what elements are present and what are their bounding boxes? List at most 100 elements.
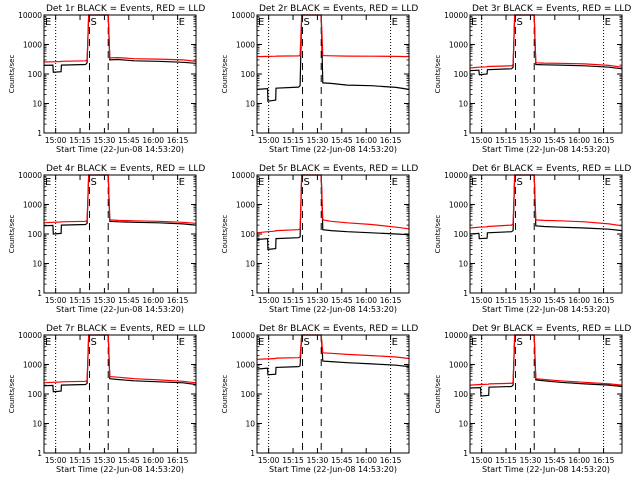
lld-series-line <box>43 334 197 384</box>
events-series-line <box>43 14 197 73</box>
detector-panel-9: Det 9r BLACK = Events, RED = LLD Counts/s… <box>434 324 631 474</box>
y-tick-label: 10000 <box>18 11 42 20</box>
x-tick-label: 16:15 <box>380 456 402 465</box>
end-marker-label: E <box>605 337 611 348</box>
plot-frame <box>43 174 197 294</box>
detector-panel-2: Det 2r BLACK = Events, RED = LLD Counts/s… <box>221 4 418 154</box>
y-tick-label: 10000 <box>231 171 255 180</box>
x-axis-label: Start Time (22-Jun-08 14:53:20) <box>56 465 184 474</box>
end-marker-label: E <box>392 17 398 28</box>
x-tick-label: 15:45 <box>544 296 566 305</box>
y-tick-label: 1 <box>37 289 42 298</box>
y-tick-label: 1000 <box>236 361 255 370</box>
x-tick-label: 15:45 <box>118 456 140 465</box>
y-tick-label: 10000 <box>18 171 42 180</box>
panel-title: Det 6r BLACK = Events, RED = LLD <box>472 164 631 174</box>
start-marker-label: E <box>45 337 51 348</box>
saa-marker-label: S <box>91 177 97 188</box>
panel-title: Det 1r BLACK = Events, RED = LLD <box>46 4 205 14</box>
start-marker-label: E <box>471 17 477 28</box>
x-axis-label: Start Time (22-Jun-08 14:53:20) <box>269 305 397 314</box>
lld-series-line <box>469 174 623 229</box>
start-marker-label: E <box>258 177 264 188</box>
x-tick-label: 15:15 <box>282 296 304 305</box>
panel-title: Det 8r BLACK = Events, RED = LLD <box>259 324 418 334</box>
x-tick-label: 15:30 <box>307 296 329 305</box>
y-tick-label: 1 <box>250 449 255 458</box>
x-tick-label: 15:00 <box>258 136 280 145</box>
saa-marker-label: S <box>91 337 97 348</box>
x-tick-label: 16:15 <box>167 456 189 465</box>
x-tick-label: 16:15 <box>593 456 615 465</box>
y-tick-label: 10 <box>32 100 42 109</box>
x-tick-label: 15:00 <box>471 136 493 145</box>
x-axis-label: Start Time (22-Jun-08 14:53:20) <box>269 465 397 474</box>
x-tick-label: 15:45 <box>544 136 566 145</box>
lld-series-line <box>43 14 197 63</box>
saa-marker-label: S <box>91 17 97 28</box>
y-tick-label: 1000 <box>449 41 468 50</box>
x-tick-label: 15:00 <box>45 456 67 465</box>
x-tick-label: 15:30 <box>94 296 116 305</box>
y-tick-label: 1000 <box>23 41 42 50</box>
y-axis-label: Counts/sec <box>434 215 442 254</box>
y-tick-label: 10 <box>32 420 42 429</box>
end-marker-label: E <box>605 17 611 28</box>
y-tick-label: 1 <box>463 289 468 298</box>
saa-marker-label: S <box>304 337 310 348</box>
y-tick-label: 100 <box>241 230 256 239</box>
plot-frame <box>256 334 410 454</box>
x-tick-label: 16:00 <box>355 296 377 305</box>
y-tick-label: 1 <box>250 289 255 298</box>
x-tick-label: 15:00 <box>258 456 280 465</box>
detector-panel-6: Det 6r BLACK = Events, RED = LLD Counts/s… <box>434 164 631 314</box>
events-series-line <box>43 334 197 393</box>
detector-panel-7: Det 7r BLACK = Events, RED = LLD Counts/s… <box>8 324 205 474</box>
start-marker-label: E <box>471 177 477 188</box>
y-tick-label: 10000 <box>231 11 255 20</box>
start-marker-label: E <box>258 337 264 348</box>
y-axis-label: Counts/sec <box>221 215 229 254</box>
y-axis-label: Counts/sec <box>434 375 442 414</box>
x-tick-label: 15:15 <box>282 136 304 145</box>
panel-title: Det 2r BLACK = Events, RED = LLD <box>259 4 418 14</box>
x-tick-label: 15:45 <box>118 296 140 305</box>
x-tick-label: 15:30 <box>520 296 542 305</box>
plot-frame <box>469 334 623 454</box>
detector-panel-5: Det 5r BLACK = Events, RED = LLD Counts/s… <box>221 164 418 314</box>
saa-marker-label: S <box>517 337 523 348</box>
x-tick-label: 15:15 <box>69 456 91 465</box>
x-tick-label: 15:30 <box>94 136 116 145</box>
panel-title: Det 4r BLACK = Events, RED = LLD <box>46 164 205 174</box>
y-tick-label: 100 <box>241 390 256 399</box>
x-tick-label: 15:15 <box>69 296 91 305</box>
x-axis-label: Start Time (22-Jun-08 14:53:20) <box>56 305 184 314</box>
y-tick-label: 1000 <box>449 361 468 370</box>
x-tick-label: 16:00 <box>568 136 590 145</box>
x-tick-label: 16:15 <box>593 136 615 145</box>
x-tick-label: 16:00 <box>142 136 164 145</box>
end-marker-label: E <box>179 17 185 28</box>
y-tick-label: 1000 <box>236 41 255 50</box>
y-tick-label: 100 <box>241 70 256 79</box>
events-series-line <box>43 174 197 235</box>
saa-marker-label: S <box>304 177 310 188</box>
y-tick-label: 1000 <box>236 201 255 210</box>
lld-series-line <box>469 14 623 69</box>
y-tick-label: 100 <box>28 70 43 79</box>
y-tick-label: 1 <box>463 449 468 458</box>
x-axis-label: Start Time (22-Jun-08 14:53:20) <box>269 145 397 154</box>
x-tick-label: 15:45 <box>118 136 140 145</box>
y-tick-label: 10000 <box>231 331 255 340</box>
y-tick-label: 10 <box>245 260 255 269</box>
x-tick-label: 15:30 <box>307 136 329 145</box>
x-axis-label: Start Time (22-Jun-08 14:53:20) <box>482 305 610 314</box>
panel-title: Det 3r BLACK = Events, RED = LLD <box>472 4 631 14</box>
y-tick-label: 10000 <box>444 171 468 180</box>
x-tick-label: 15:15 <box>69 136 91 145</box>
y-tick-label: 1 <box>463 129 468 138</box>
y-tick-label: 1000 <box>23 201 42 210</box>
y-tick-label: 10 <box>458 260 468 269</box>
x-tick-label: 15:00 <box>45 136 67 145</box>
